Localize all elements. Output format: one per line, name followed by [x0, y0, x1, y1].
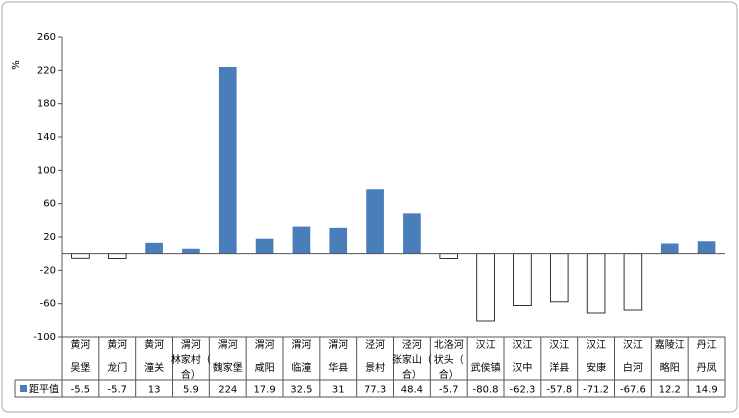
value-cell: 13 [148, 385, 161, 396]
y-tick-label: -100 [33, 332, 56, 343]
y-axis-label: % [11, 60, 22, 70]
x-tick-label: 合） [439, 368, 459, 381]
value-cell: 5.9 [183, 385, 199, 396]
x-tick-label: 渭河 [328, 339, 348, 351]
value-cell: 32.5 [290, 385, 312, 396]
x-tick-label: 华县 [328, 361, 348, 374]
y-tick-label: 180 [37, 99, 56, 110]
x-tick-label: 黄河 [144, 338, 164, 351]
x-tick-label: 汉江 [512, 339, 532, 351]
x-tick-label: 合） [181, 368, 201, 381]
legend-swatch [20, 385, 27, 392]
x-tick-label: 嘉陵江 [655, 338, 685, 351]
value-cell: 31 [332, 385, 345, 396]
x-tick-label: 渭河 [291, 339, 311, 351]
bar [145, 242, 163, 254]
value-cell: -5.7 [107, 385, 127, 396]
y-tick-label: 260 [37, 32, 56, 43]
bar [550, 253, 569, 303]
x-tick-label: 丹江 [697, 339, 717, 351]
x-tick-label: 临潼 [291, 361, 311, 374]
x-tick-label: 汉江 [549, 339, 569, 351]
value-cell: -67.6 [620, 385, 646, 396]
bar [403, 213, 421, 254]
x-tick-label: 汉中 [512, 361, 532, 374]
x-tick-label: 黄河 [70, 338, 90, 351]
value-cell: -5.5 [71, 385, 91, 396]
value-cell: -80.8 [473, 385, 499, 396]
y-tick-label: 220 [37, 65, 56, 76]
x-tick-label: 景村 [365, 361, 385, 374]
x-tick-label: 咸阳 [255, 362, 275, 374]
x-tick-label: 吴堡 [70, 361, 90, 374]
bar [255, 238, 274, 254]
value-cell: -62.3 [509, 385, 535, 396]
bar [439, 253, 458, 259]
x-tick-label: 魏家堡 [213, 361, 243, 374]
x-tick-label: 林家村（ [171, 353, 211, 366]
x-tick-label: 略阳 [660, 361, 680, 374]
bar [218, 67, 237, 254]
bar [697, 241, 716, 254]
x-tick-label: 黄河 [107, 338, 127, 351]
x-tick-label: 渭河 [255, 339, 275, 351]
bar [108, 253, 127, 259]
bar [329, 227, 348, 254]
value-cell: -71.2 [583, 385, 609, 396]
x-tick-label: 潼关 [144, 361, 164, 374]
x-tick-label: 渭河 [218, 339, 238, 351]
x-tick-label: 合） [402, 368, 422, 381]
value-cell: -5.7 [439, 385, 459, 396]
y-tick-label: 140 [37, 132, 56, 143]
x-tick-label: 渭河 [181, 339, 201, 351]
y-tick-label: 100 [37, 165, 56, 176]
bar [476, 253, 495, 322]
bar [513, 253, 532, 306]
legend-label: 距平值 [29, 383, 59, 396]
bar [182, 248, 200, 254]
x-tick-label: 武侯镇 [471, 361, 501, 374]
x-tick-label: 泾河 [365, 338, 385, 351]
x-tick-label: 龙门 [107, 361, 127, 374]
value-cell: 48.4 [401, 385, 423, 396]
bar [586, 253, 606, 314]
y-tick-label: -60 [40, 299, 56, 310]
y-tick-label: -20 [40, 265, 56, 276]
value-cell: 12.2 [659, 385, 681, 396]
x-tick-label: 洋县 [549, 361, 569, 374]
x-tick-label: 张家山（ [392, 353, 432, 366]
x-tick-label: 汉江 [623, 339, 643, 351]
bar [71, 253, 90, 259]
bar [660, 243, 679, 254]
x-tick-label: 状头（ [434, 353, 464, 366]
y-tick-label: 20 [43, 232, 56, 243]
bar [623, 253, 643, 311]
value-cell: 77.3 [364, 385, 386, 396]
x-tick-label: 白河 [623, 361, 643, 374]
x-tick-label: 北洛河 [434, 338, 464, 351]
value-cell: 224 [218, 385, 237, 396]
x-tick-label: 汉江 [476, 339, 496, 351]
value-cell: 17.9 [253, 385, 275, 396]
x-tick-label: 丹凤 [697, 362, 717, 374]
bar [366, 189, 384, 254]
bar [292, 226, 311, 254]
value-cell: -57.8 [546, 385, 572, 396]
x-tick-label: 泾河 [402, 338, 422, 351]
y-tick-label: 60 [43, 199, 56, 210]
value-cell: 14.9 [695, 385, 717, 396]
x-tick-label: 汉江 [586, 339, 606, 351]
x-tick-label: 安康 [586, 361, 606, 374]
